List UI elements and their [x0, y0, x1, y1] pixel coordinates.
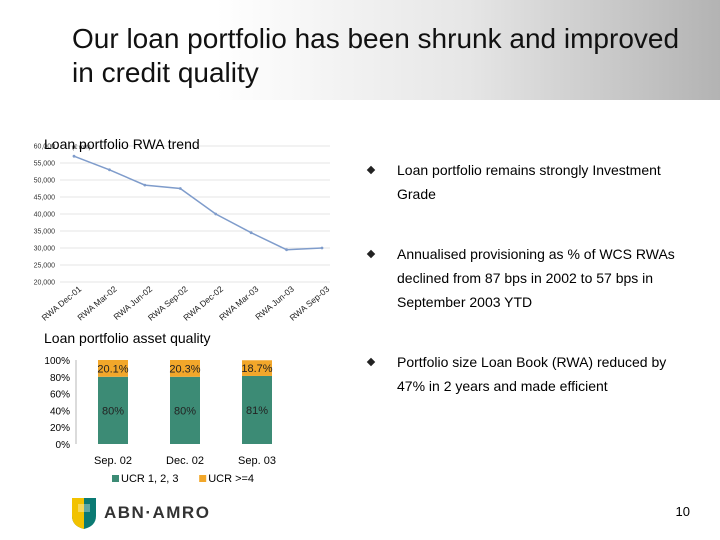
y-tick-label: 60,000 — [34, 144, 56, 151]
x-tick-label: Sep. 03 — [238, 455, 276, 467]
bar-segment — [170, 376, 200, 444]
data-point — [143, 183, 147, 187]
rwa-chart-title: Loan portfolio RWA trend — [44, 136, 200, 152]
logo-text: ABN·AMRO — [104, 503, 211, 522]
bullet-text: Annualised provisioning as % of WCS RWAs… — [397, 246, 675, 310]
x-tick-label: Sep. 02 — [94, 455, 132, 467]
data-point — [320, 246, 324, 250]
data-label: 20.1% — [97, 363, 128, 375]
rwa-trend-chart: 60,000 55,000 50,000 45,000 40,000 35,000 30,0… — [34, 144, 332, 323]
legend-swatch — [199, 475, 207, 482]
y-tick-label: 55,000 — [34, 161, 56, 168]
bullet-icon — [366, 249, 376, 259]
rwa-unit-label: (€ mln) — [72, 145, 91, 151]
bar-segment — [242, 360, 272, 376]
bullet-text: Portfolio size Loan Book (RWA) reduced b… — [397, 354, 667, 394]
data-point — [214, 212, 218, 216]
data-point — [178, 187, 182, 190]
asset-quality-chart: 100% 80% 60% 40% 20% 0% 80% 20.1% 80% 20.3% 81% 18… — [44, 356, 276, 485]
data-label: 81% — [246, 405, 268, 417]
bullet-icon — [366, 165, 376, 175]
data-point — [249, 231, 253, 235]
legend-swatch — [112, 475, 119, 482]
bar-segment — [98, 360, 128, 377]
data-point — [108, 168, 111, 172]
x-tick-label: Dec. 02 — [166, 455, 204, 467]
y-tick-label: 30,000 — [34, 246, 56, 253]
legend-label: UCR >=4 — [208, 473, 254, 485]
data-label: 80% — [174, 405, 196, 417]
header-band — [0, 0, 720, 100]
data-label: 80% — [102, 405, 124, 417]
y-tick-label: 50,000 — [34, 178, 56, 185]
y-tick-label: 40,000 — [34, 212, 56, 219]
y-tick-label: 0% — [56, 440, 71, 451]
bar-segment — [242, 375, 272, 444]
y-tick-label: 20% — [50, 423, 70, 434]
bar-segment — [98, 376, 128, 444]
bullet-icon — [366, 357, 376, 367]
y-tick-label: 25,000 — [34, 263, 56, 270]
y-tick-label: 100% — [44, 356, 70, 367]
bullet-text: Loan portfolio remains strongly Investme… — [397, 162, 661, 202]
data-label: 18.7% — [241, 363, 272, 375]
y-tick-label: 40% — [50, 406, 70, 417]
data-point — [285, 248, 288, 252]
bar-segment — [170, 360, 200, 377]
abn-amro-logo: ABN·AMRO — [70, 496, 210, 530]
y-tick-label: 35,000 — [34, 229, 56, 236]
y-tick-label: 80% — [50, 373, 70, 384]
y-tick-label: 60% — [50, 390, 70, 401]
slide-title: Our loan portfolio has been shrunk and i… — [72, 23, 680, 88]
legend-label: UCR 1, 2, 3 — [121, 473, 178, 485]
asset-quality-title: Loan portfolio asset quality — [44, 330, 211, 346]
data-label: 20.3% — [169, 363, 200, 375]
y-tick-label: 45,000 — [34, 195, 56, 202]
data-point — [72, 154, 76, 158]
rwa-trend-line — [73, 155, 323, 251]
y-tick-label: 20,000 — [34, 280, 56, 287]
shield-logo-icon — [72, 498, 96, 529]
page-number: 10 — [675, 504, 690, 519]
